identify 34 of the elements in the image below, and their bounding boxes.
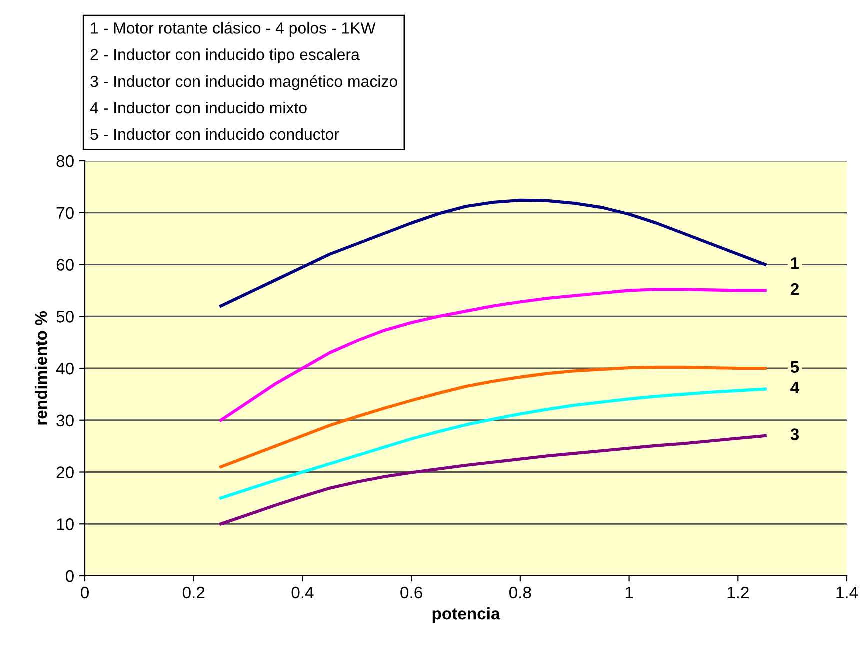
- text: 2 - Inductor con inducido tipo escalera: [90, 48, 360, 64]
- text: 5 - Inductor con inducido conductor: [90, 128, 340, 140]
- x-tick-label: 0.8: [509, 586, 532, 599]
- series-label: 3: [790, 428, 800, 440]
- text: 1 - Motor rotante clásico - 4 polos - 1KW: [91, 22, 376, 38]
- x-tick-label: 0.6: [400, 586, 422, 599]
- text: 3 - Inductor con inducido magnético macizo: [90, 75, 398, 90]
- x-tick-label: 1: [626, 587, 634, 598]
- x-axis-title: potencia: [432, 608, 500, 624]
- y-tick-label: 20: [56, 466, 74, 478]
- series-label: 1: [791, 258, 800, 270]
- line-series: [220, 288, 767, 422]
- x-tick-label: 0.4: [292, 586, 314, 599]
- series-label: 5: [790, 361, 800, 373]
- line-series: [220, 388, 767, 500]
- series-label: 2: [790, 283, 799, 295]
- series-label: 4: [790, 382, 800, 394]
- y-tick-label: 50: [56, 311, 74, 323]
- text: 4 - Inductor con inducido mixto: [90, 102, 307, 114]
- y-tick-label: 30: [56, 414, 74, 427]
- y-tick-label: 10: [57, 518, 74, 530]
- y-tick-label: 0: [66, 570, 74, 582]
- y-tick-label: 60: [56, 259, 74, 271]
- x-tick-label: 1.4: [836, 587, 858, 598]
- y-tick-label: 70: [56, 207, 74, 220]
- line-series: [220, 366, 767, 469]
- line-series: [220, 434, 767, 526]
- y-tick-label: 80: [56, 155, 74, 168]
- x-tick-label: 1.2: [728, 586, 749, 598]
- x-tick-label: 0.2: [182, 586, 205, 599]
- line-series: [220, 198, 767, 308]
- x-tick-label: 0: [81, 586, 89, 599]
- y-axis-title: rendimiento %: [34, 312, 48, 425]
- y-tick-label: 40: [56, 362, 74, 375]
